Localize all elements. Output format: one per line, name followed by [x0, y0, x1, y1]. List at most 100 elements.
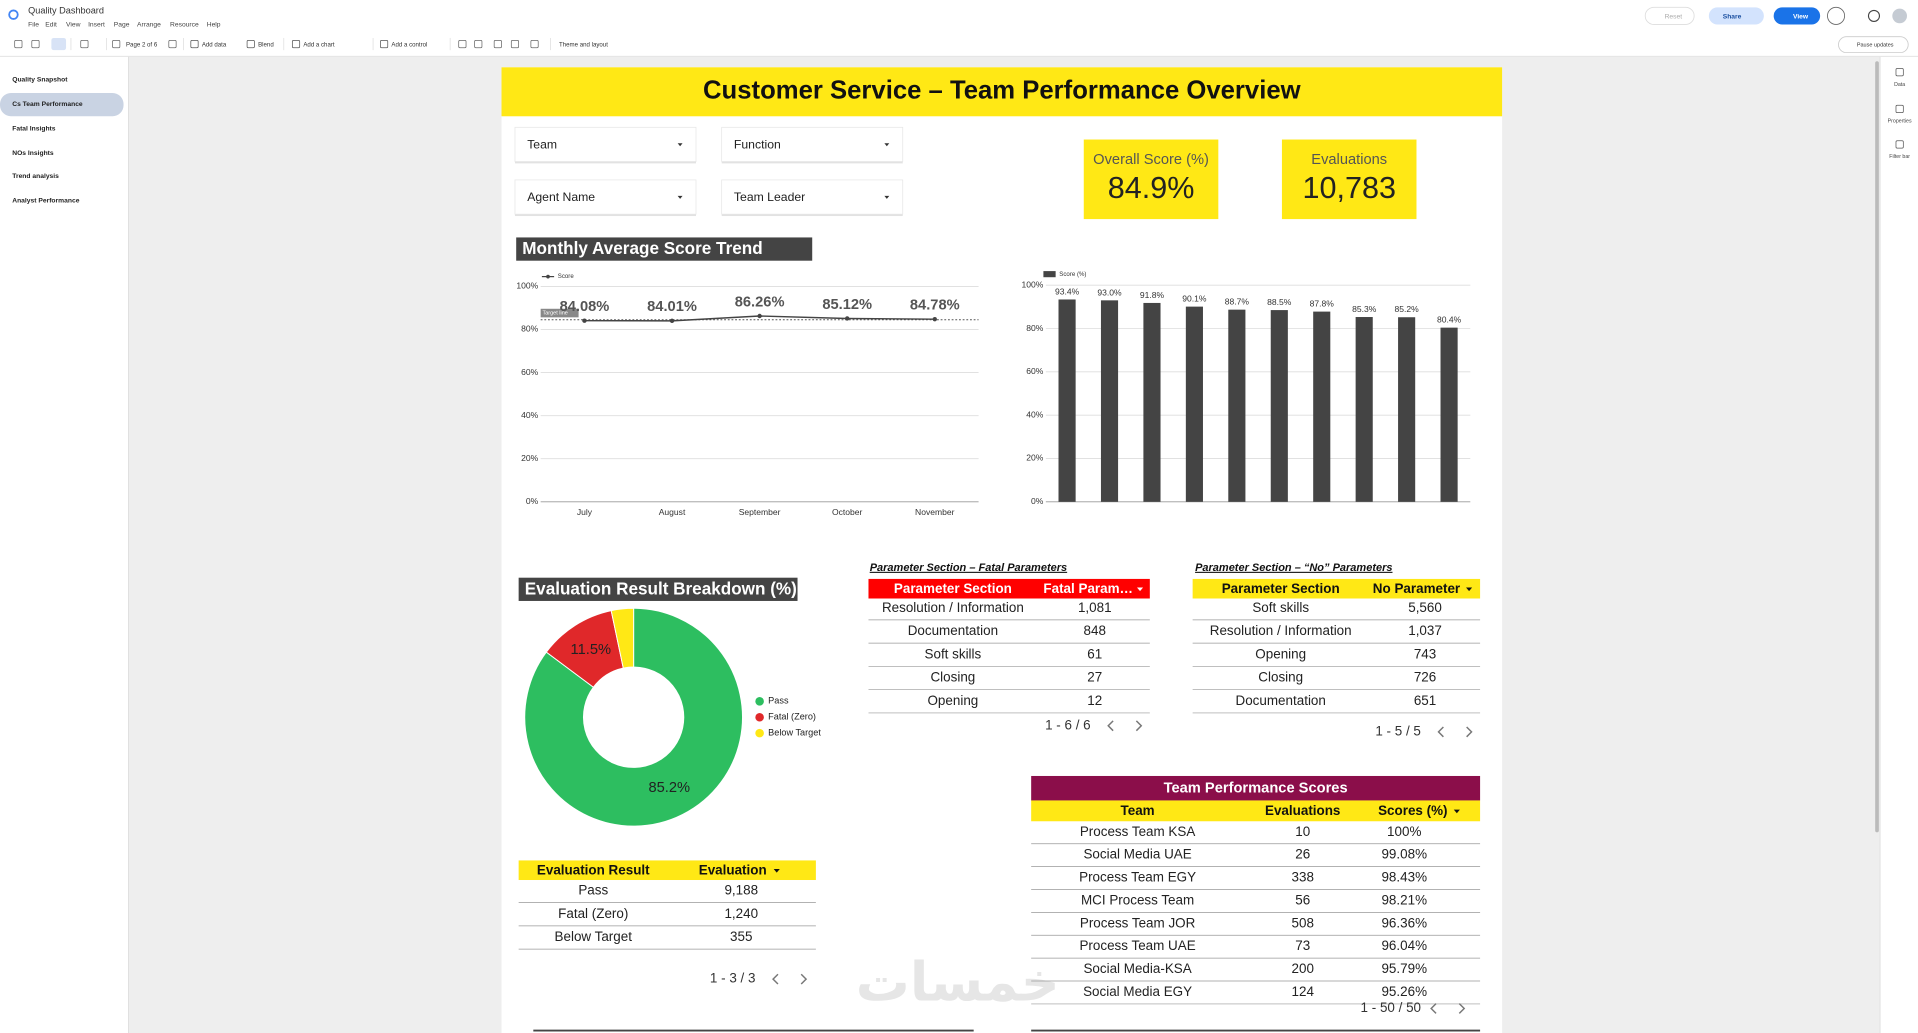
account-avatar[interactable] — [1892, 8, 1907, 24]
x-tick-label: October — [832, 507, 863, 517]
filter-dropdown[interactable] — [721, 126, 904, 162]
frame-icon[interactable] — [493, 40, 502, 49]
legend-swatch — [1043, 271, 1056, 278]
sort-caret — [1466, 587, 1473, 592]
menu-item[interactable]: Help — [207, 21, 221, 28]
data-label: 84.08% — [560, 299, 610, 315]
y-tick-label: 80% — [521, 324, 539, 334]
side-panel-icon[interactable] — [1895, 104, 1904, 113]
side-panel-label[interactable]: Data — [1894, 82, 1905, 88]
x-tick-label: November — [915, 507, 955, 517]
line-tool-icon[interactable] — [510, 40, 520, 49]
zoom-icon[interactable] — [80, 40, 89, 49]
filter-caret — [884, 195, 890, 199]
filter-dropdown[interactable] — [514, 179, 697, 215]
scorecard — [1083, 139, 1219, 220]
menu-item[interactable]: Edit — [45, 21, 57, 28]
y-tick-label: 0% — [1031, 496, 1044, 506]
scorecard-value: 84.9% — [1108, 171, 1195, 205]
select-tool[interactable] — [51, 37, 67, 51]
table-cell: 99.08% — [1381, 847, 1427, 862]
filter-caret — [677, 143, 683, 147]
view-button[interactable] — [1773, 7, 1821, 25]
side-panel-icon[interactable] — [1895, 68, 1904, 77]
column-header[interactable]: Evaluation Result — [537, 862, 650, 877]
more-button[interactable] — [1827, 6, 1846, 25]
shape-icon[interactable] — [530, 40, 539, 49]
column-header[interactable]: Evaluations — [1265, 803, 1340, 818]
prev-page-button[interactable] — [1107, 720, 1114, 732]
column-header[interactable]: Parameter Section — [1222, 581, 1340, 596]
table-cell: Documentation — [1236, 693, 1326, 708]
redo-icon[interactable] — [31, 40, 40, 49]
data-label: 93.0% — [1097, 287, 1122, 297]
help-button[interactable] — [1867, 9, 1881, 22]
toolbar-item[interactable]: Add a control — [391, 41, 427, 48]
prev-page-icon[interactable] — [112, 40, 121, 49]
filter-dropdown[interactable] — [514, 126, 697, 162]
image-icon[interactable] — [474, 40, 483, 49]
table-cell: Social Media-KSA — [1083, 961, 1191, 976]
menu-item[interactable]: Resource — [170, 21, 199, 28]
undo-icon[interactable] — [14, 40, 23, 49]
next-page-icon[interactable] — [168, 40, 177, 49]
next-page-button[interactable] — [1458, 1003, 1466, 1014]
y-tick-label: 80% — [1026, 323, 1044, 333]
menu-item[interactable]: Arrange — [137, 21, 161, 28]
side-panel — [1880, 56, 1918, 1033]
next-page-button[interactable] — [800, 973, 808, 985]
legend-label: Below Target — [768, 728, 821, 738]
table-header — [868, 578, 1150, 599]
table-cell: Process Team EGY — [1079, 870, 1196, 885]
page-link[interactable]: Fatal Insights — [12, 125, 56, 132]
table-cell: 124 — [1292, 984, 1315, 999]
filter-dropdown[interactable] — [721, 179, 904, 215]
data-label: 84.01% — [647, 299, 697, 315]
page-link[interactable]: Cs Team Performance — [12, 101, 83, 108]
toolbar-item[interactable]: Add data — [202, 41, 227, 48]
toolbar-icon — [190, 40, 199, 49]
page-link[interactable]: NOs Insights — [12, 150, 54, 157]
next-page-button[interactable] — [1135, 720, 1143, 732]
toolbar-item[interactable]: Blend — [258, 41, 274, 48]
bar — [1313, 311, 1331, 502]
reset-button[interactable] — [1644, 6, 1695, 25]
prev-page-button[interactable] — [1437, 726, 1444, 738]
share-button[interactable] — [1708, 7, 1764, 25]
menu-item[interactable]: View — [66, 21, 81, 28]
menu-item[interactable]: Insert — [88, 21, 105, 28]
page-link[interactable]: Analyst Performance — [12, 198, 79, 205]
y-tick-label: 60% — [521, 367, 539, 377]
prev-page-button[interactable] — [772, 973, 779, 985]
menu-item[interactable]: File — [28, 21, 39, 28]
side-panel-icon[interactable] — [1895, 140, 1904, 149]
code-icon[interactable] — [458, 40, 467, 49]
page-link[interactable]: Quality Snapshot — [12, 76, 68, 83]
column-header[interactable]: Fatal Param… — [1043, 581, 1133, 596]
column-header[interactable]: Evaluation — [699, 862, 767, 877]
prev-page-button[interactable] — [1430, 1003, 1437, 1014]
column-header[interactable]: Team — [1121, 803, 1155, 818]
next-page-button[interactable] — [1466, 726, 1473, 738]
table-cell: Soft skills — [925, 646, 982, 661]
menu-item[interactable]: Page — [114, 21, 130, 28]
trend-point — [582, 318, 587, 323]
page-link[interactable]: Trend analysis — [12, 173, 59, 180]
data-label: 93.4% — [1055, 286, 1080, 296]
pie-slice — [610, 607, 635, 669]
column-header[interactable]: Parameter Section — [894, 581, 1012, 596]
y-tick-label: 40% — [521, 410, 539, 420]
column-header[interactable]: No Parameter — [1373, 581, 1461, 596]
side-panel-label[interactable]: Filter bar — [1889, 154, 1910, 160]
pause-updates-button[interactable] — [1838, 36, 1909, 54]
table-cell: 73 — [1295, 938, 1310, 953]
toolbar-item[interactable]: Theme and layout — [559, 41, 608, 48]
data-label: 86.26% — [735, 294, 785, 310]
filter-label: Function — [734, 137, 781, 151]
column-header[interactable]: Scores (%) — [1378, 803, 1447, 818]
toolbar-item[interactable]: Page 2 of 6 — [126, 41, 158, 48]
table-cell: 12 — [1087, 693, 1102, 708]
data-label: 91.8% — [1140, 290, 1165, 300]
side-panel-label[interactable]: Properties — [1888, 119, 1912, 125]
toolbar-item[interactable]: Add a chart — [303, 41, 335, 48]
